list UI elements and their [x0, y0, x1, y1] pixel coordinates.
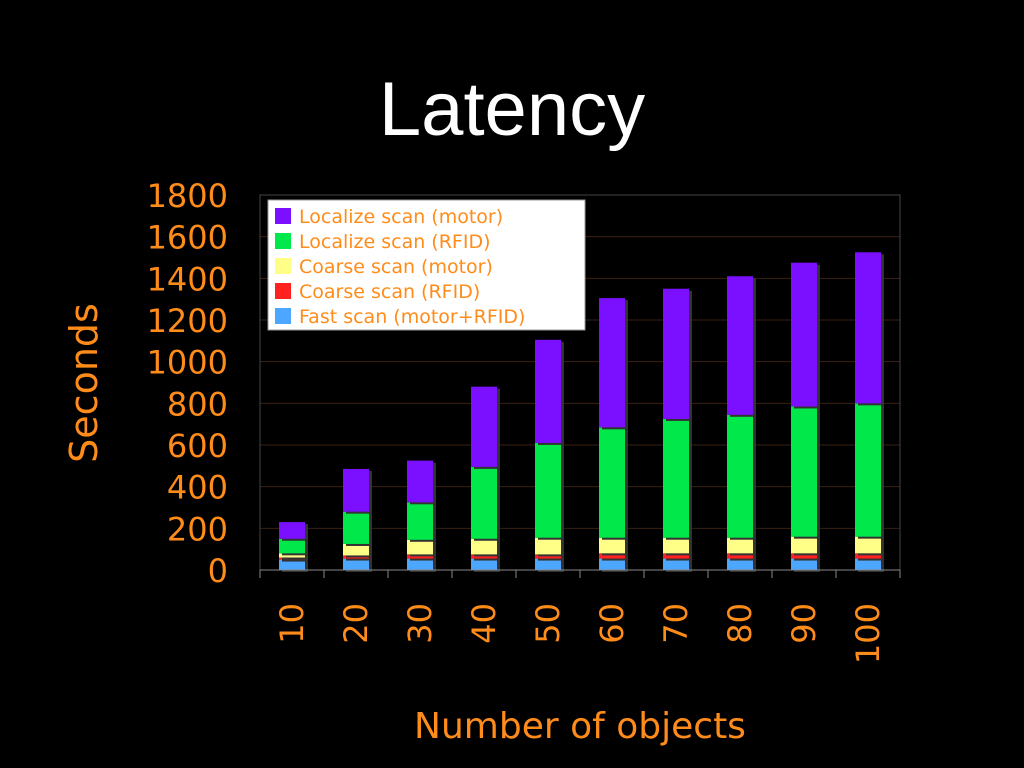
x-tick-label: 60: [593, 603, 631, 644]
bar-segment: [535, 558, 561, 570]
bar-segment: [535, 537, 561, 555]
y-tick-label: 400: [167, 469, 228, 507]
bar-segment: [791, 262, 817, 407]
slide-title: Latency: [378, 67, 646, 152]
bar-segment: [343, 511, 369, 544]
bar-segment: [663, 288, 689, 419]
bar-segment: [855, 536, 881, 554]
bar-segment: [279, 559, 305, 570]
y-tick-label: 800: [167, 385, 228, 423]
bar-segment: [727, 537, 753, 554]
bar-segment: [343, 468, 369, 512]
legend-box: [267, 199, 586, 331]
legend: Localize scan (motor) Localize scan (RFID…: [267, 199, 586, 331]
bar-segment: [407, 554, 433, 559]
x-tick-label: 90: [785, 603, 823, 644]
bar-segment: [343, 543, 369, 556]
bar-segment: [471, 538, 497, 555]
bar-segment: [727, 553, 753, 559]
x-tick-label: 40: [465, 603, 503, 644]
bar-segment: [407, 558, 433, 570]
x-tick-label: 20: [337, 603, 375, 644]
bar-segment: [407, 460, 433, 503]
bar-segment: [471, 386, 497, 467]
bar-segment: [855, 558, 881, 570]
legend-label: Localize scan (motor): [299, 206, 503, 228]
x-tick-label: 80: [721, 603, 759, 644]
bar-segment: [407, 539, 433, 555]
bar-segment: [599, 558, 625, 570]
bar-segment: [599, 298, 625, 428]
bar-segment: [663, 537, 689, 554]
bar-segment: [471, 466, 497, 539]
legend-swatch: [275, 283, 291, 299]
x-tick-label: 30: [401, 603, 439, 644]
legend-label: Coarse scan (RFID): [299, 281, 480, 303]
bar-segment: [855, 553, 881, 559]
bar-segment: [279, 553, 305, 558]
bar-segment: [855, 252, 881, 404]
bar-segment: [279, 522, 305, 539]
legend-swatch: [275, 233, 291, 249]
bar-segment: [791, 536, 817, 554]
bar-segment: [599, 553, 625, 559]
legend-label: Localize scan (RFID): [299, 231, 490, 253]
x-tick-labels: 10 20 30 40 50 60 70 80 90 100: [273, 603, 887, 664]
x-tick-label: 100: [849, 603, 887, 664]
bar-segment: [727, 558, 753, 570]
bar-segment: [599, 537, 625, 554]
legend-swatch: [275, 258, 291, 274]
bar-segment: [535, 442, 561, 538]
x-tick-label: 10: [273, 603, 311, 644]
y-tick-label: 1000: [147, 344, 228, 382]
y-tick-label: 1400: [147, 260, 228, 298]
bar-segment: [855, 403, 881, 537]
x-axis-label: Number of objects: [414, 706, 746, 747]
y-axis-label: Seconds: [62, 303, 106, 463]
y-tick-label: 1600: [147, 219, 228, 257]
y-tick-label: 0: [208, 552, 228, 590]
bar-segment: [791, 406, 817, 537]
axes: [259, 194, 901, 578]
y-tick-label: 200: [167, 510, 228, 548]
bar-segment: [663, 418, 689, 538]
y-tick-label: 1200: [147, 302, 228, 340]
bar-segment: [471, 554, 497, 559]
x-tick-label: 50: [529, 603, 567, 644]
bar-segment: [407, 502, 433, 540]
y-tick-label: 1800: [147, 177, 228, 215]
x-tick-label: 70: [657, 603, 695, 644]
bar-segment: [343, 558, 369, 570]
legend-swatch: [275, 308, 291, 324]
bar-segment: [791, 553, 817, 559]
legend-label: Coarse scan (motor): [299, 256, 493, 278]
bar-segment: [663, 553, 689, 559]
bar-shadow: [346, 557, 372, 561]
bar-segment: [535, 339, 561, 443]
bar-segment: [535, 554, 561, 559]
legend-swatch: [275, 208, 291, 224]
legend-label: Fast scan (motor+RFID): [299, 306, 525, 328]
bar-segment: [791, 558, 817, 570]
bar-segment: [727, 414, 753, 538]
bars: [279, 252, 884, 572]
y-tick-label: 600: [167, 427, 228, 465]
bar-shadow: [282, 559, 308, 562]
bar-segment: [471, 558, 497, 570]
bar-segment: [599, 427, 625, 538]
bar-segment: [279, 538, 305, 554]
bar-segment: [727, 276, 753, 415]
bar-segment: [663, 558, 689, 570]
